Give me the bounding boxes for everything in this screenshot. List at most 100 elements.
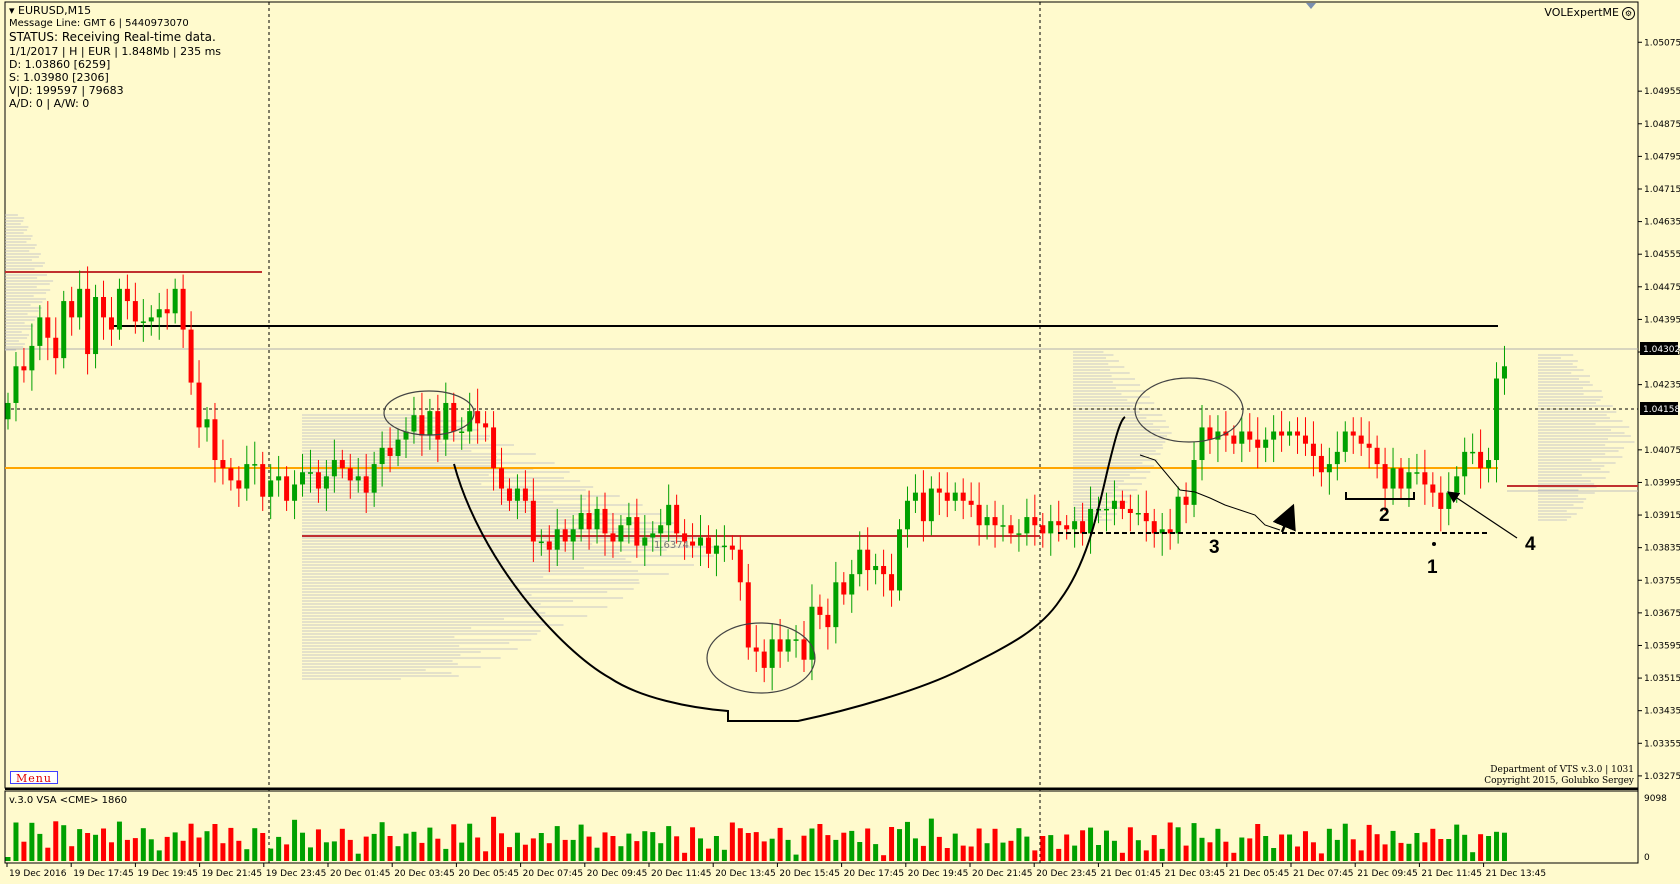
candle xyxy=(188,311,194,395)
candle xyxy=(403,417,409,458)
volume-bar xyxy=(713,836,719,861)
volume-bar xyxy=(952,833,958,861)
candle xyxy=(554,508,560,566)
time-tick-label: 21 Dec 07:45 xyxy=(1293,869,1354,879)
candle xyxy=(912,474,918,514)
volume-bar xyxy=(1000,842,1006,861)
candle xyxy=(777,618,783,668)
candle xyxy=(1501,345,1507,395)
volume-bar xyxy=(698,838,704,861)
volume-bar xyxy=(220,843,226,861)
volume-bar xyxy=(387,836,393,861)
annotation-bracket xyxy=(1345,492,1415,500)
candle xyxy=(1422,449,1428,505)
time-axis[interactable]: 19 Dec 2016 19 Dec 17:45 19 Dec 19:45 19 De… xyxy=(6,863,1546,879)
candle xyxy=(475,388,481,444)
volume-bar xyxy=(833,839,839,861)
volume-bar xyxy=(904,821,910,861)
candle xyxy=(538,529,544,556)
time-tick-label: 20 Dec 07:45 xyxy=(523,869,584,879)
candle xyxy=(323,460,329,511)
candle xyxy=(897,519,903,601)
candle xyxy=(1191,441,1197,518)
time-tick-label: 21 Dec 09:45 xyxy=(1357,869,1418,879)
candle xyxy=(530,478,536,562)
volume-bar xyxy=(1231,852,1237,861)
candle xyxy=(435,394,441,463)
candle xyxy=(833,561,839,644)
volume-bar xyxy=(435,838,441,861)
candle xyxy=(745,563,751,660)
volume-bar xyxy=(252,828,258,861)
price-tick-label: 1.03675 xyxy=(1644,609,1680,619)
chart-shift-marker[interactable] xyxy=(1306,3,1316,9)
candle xyxy=(1111,480,1117,526)
price-tick-label: 1.04635 xyxy=(1644,218,1680,228)
candle xyxy=(650,521,656,552)
settings-icon[interactable]: ⚙ xyxy=(1622,6,1635,20)
volume-bar xyxy=(1239,837,1245,861)
candle xyxy=(506,478,512,511)
volume-bar xyxy=(825,835,831,861)
price-tick-label: 1.03835 xyxy=(1644,544,1680,554)
volume-bar xyxy=(13,822,19,861)
menu-button[interactable]: Menu xyxy=(10,771,58,785)
candle xyxy=(1223,411,1229,452)
brand-label[interactable]: VOLExpertME ⚙ xyxy=(1544,6,1635,20)
volume-bar xyxy=(538,833,544,861)
candle xyxy=(1366,421,1372,469)
candle xyxy=(379,431,385,487)
candle xyxy=(1438,476,1444,532)
volume-bar xyxy=(331,841,337,861)
volume-bar xyxy=(29,822,35,861)
candle xyxy=(268,464,274,520)
price-axis[interactable]: 1.05075 1.04955 1.04875 1.04795 1.04715 1.046… xyxy=(1638,38,1680,782)
volume-histogram xyxy=(5,816,1507,861)
candle xyxy=(1127,494,1133,532)
annotation-dot xyxy=(1432,542,1436,546)
candle xyxy=(1390,447,1396,505)
volume-bar xyxy=(912,838,918,861)
candle xyxy=(1048,504,1054,556)
annotation-zigzag xyxy=(1139,454,1281,531)
time-tick-label: 20 Dec 05:45 xyxy=(458,869,519,879)
candle xyxy=(682,519,688,560)
volume-bar xyxy=(260,833,266,861)
volume-bar xyxy=(769,838,775,861)
volume-bar xyxy=(1048,835,1054,861)
volume-bar xyxy=(729,822,735,861)
volume-bar xyxy=(721,849,727,861)
volume-bar xyxy=(475,837,481,861)
volume-bar xyxy=(101,828,107,861)
candle xyxy=(522,470,528,514)
volume-bar xyxy=(491,816,497,861)
candle xyxy=(411,396,417,444)
volume-bar xyxy=(307,847,313,861)
volume-bar xyxy=(180,840,186,861)
main-pane-frame xyxy=(4,1,1639,789)
candle xyxy=(1374,435,1380,479)
volume-bar xyxy=(5,857,11,861)
volume-bar xyxy=(1271,848,1277,861)
volume-bar xyxy=(292,819,298,861)
time-tick-label: 20 Dec 13:45 xyxy=(715,869,776,879)
price-marker-current: 1.04302 xyxy=(1640,342,1680,355)
volume-bar xyxy=(188,823,194,861)
volume-bar xyxy=(140,828,146,861)
volume-bar xyxy=(1446,839,1452,861)
candle xyxy=(276,455,282,497)
volume-bar xyxy=(69,846,75,861)
candle xyxy=(1135,494,1141,526)
price-tick-label: 1.04475 xyxy=(1644,283,1680,293)
time-tick-label: 20 Dec 23:45 xyxy=(1036,869,1097,879)
candle xyxy=(881,549,887,597)
price-tick-label: 1.03595 xyxy=(1644,641,1680,651)
candle xyxy=(674,494,680,544)
candle xyxy=(236,466,242,507)
candle xyxy=(443,382,449,456)
candle xyxy=(705,525,711,569)
volume-bar xyxy=(1501,832,1507,861)
volume-bar xyxy=(1056,848,1062,861)
volume-bar xyxy=(737,828,743,861)
